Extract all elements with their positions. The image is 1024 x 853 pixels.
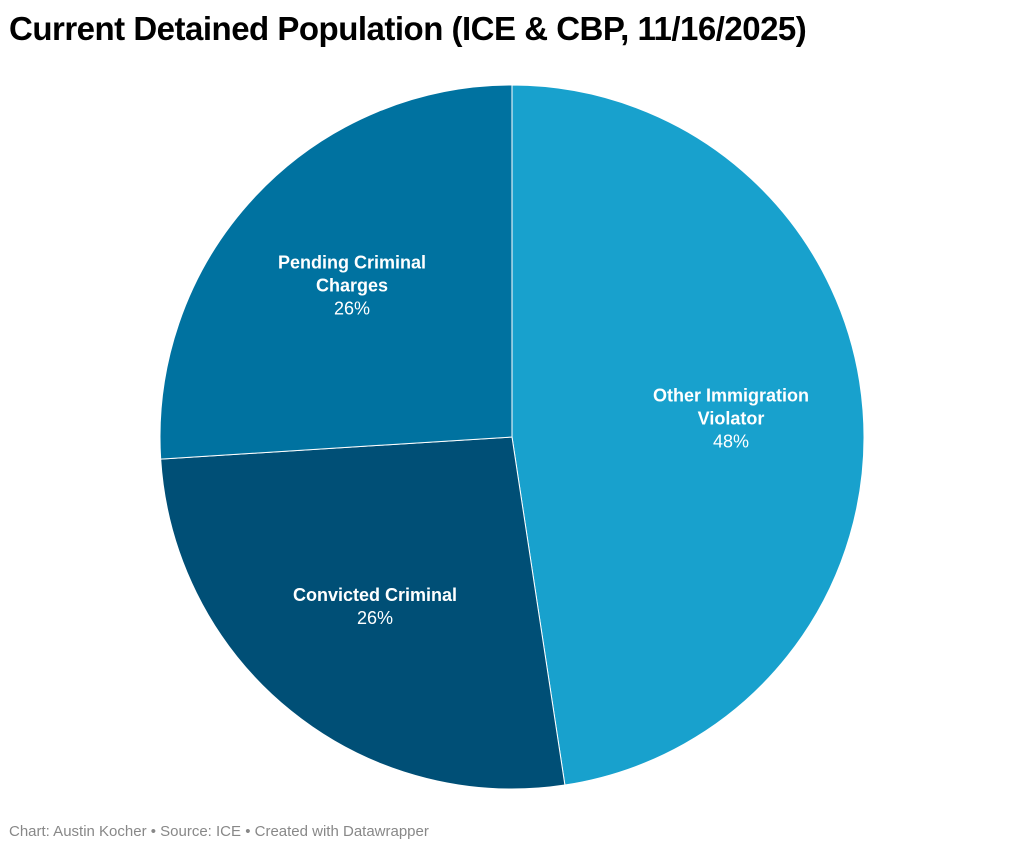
slice-name: Pending Criminal	[277, 252, 427, 273]
pie-slice-other-immigration-violator	[511, 84, 865, 786]
slice-name: Convicted Criminal	[292, 585, 458, 605]
chart-title: Current Detained Population (ICE & CBP, …	[9, 10, 807, 47]
slice-value: 26%	[356, 608, 394, 628]
slice-name: Charges	[315, 275, 389, 296]
slice-value: 26%	[333, 298, 371, 319]
pie-slice-pending-criminal-charges	[159, 84, 513, 460]
slice-name: Other Immigration	[652, 385, 810, 406]
slice-value: 48%	[712, 431, 750, 452]
slice-label: Pending Criminal Charges 26%	[278, 252, 426, 321]
slice-name: Violator	[697, 408, 765, 429]
chart-footer: Chart: Austin Kocher • Source: ICE • Cre…	[9, 823, 429, 840]
pie-slice-convicted-criminal	[160, 436, 566, 790]
slice-label: Other Immigration Violator 48%	[653, 385, 809, 454]
slice-label: Convicted Criminal 26%	[293, 584, 457, 630]
